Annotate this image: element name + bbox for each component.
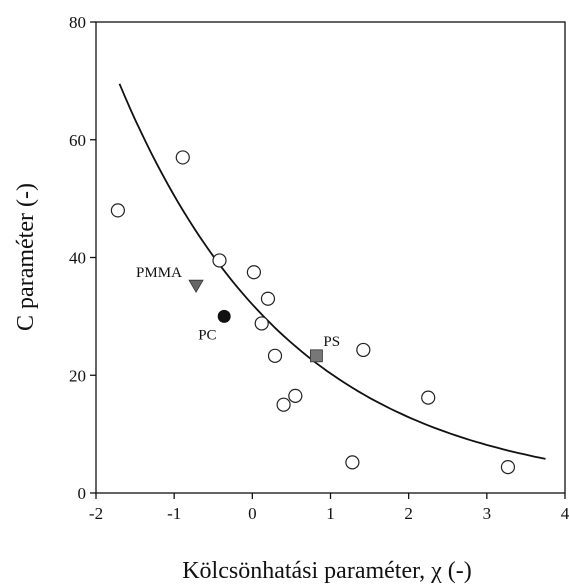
data-point-open — [212, 253, 227, 268]
x-axis-title: Kölcsönhatási paraméter, χ (-) — [182, 558, 472, 584]
label-pmma: PMMA — [136, 265, 182, 281]
data-point-open — [110, 203, 125, 218]
data-point-open — [254, 316, 269, 331]
y-tick-label: 40 — [69, 249, 86, 268]
label-ps: PS — [323, 334, 340, 350]
data-point-open — [345, 455, 360, 470]
data-point-open — [288, 388, 303, 403]
x-tick-label: 2 — [404, 504, 413, 523]
y-axis-title: C paraméter (-) — [13, 183, 39, 331]
plot-frame — [95, 21, 566, 494]
y-tick-label: 60 — [69, 131, 86, 150]
data-point-open — [276, 397, 291, 412]
data-point-pmma — [188, 279, 204, 293]
y-tick-label: 0 — [78, 484, 87, 503]
data-point-open — [421, 390, 436, 405]
fit-curve-line — [118, 83, 546, 460]
data-point-open — [260, 291, 276, 306]
x-tick-label: 4 — [561, 504, 569, 523]
x-tick-label: 1 — [326, 504, 335, 523]
data-point-pc — [217, 309, 231, 323]
x-tick-label: -2 — [89, 504, 103, 523]
label-pc: PC — [198, 327, 216, 343]
y-tick-label: 20 — [69, 366, 86, 385]
x-tick-label: 0 — [248, 504, 257, 523]
data-point-open — [175, 150, 190, 165]
x-tick-label: 3 — [483, 504, 492, 523]
y-tick-label: 80 — [69, 13, 86, 32]
data-point-open — [356, 342, 371, 358]
x-tick-label: -1 — [167, 504, 181, 523]
data-point-open — [267, 348, 283, 363]
data-point-open — [500, 459, 516, 475]
data-point-ps — [310, 349, 323, 363]
data-point-open — [246, 265, 261, 280]
